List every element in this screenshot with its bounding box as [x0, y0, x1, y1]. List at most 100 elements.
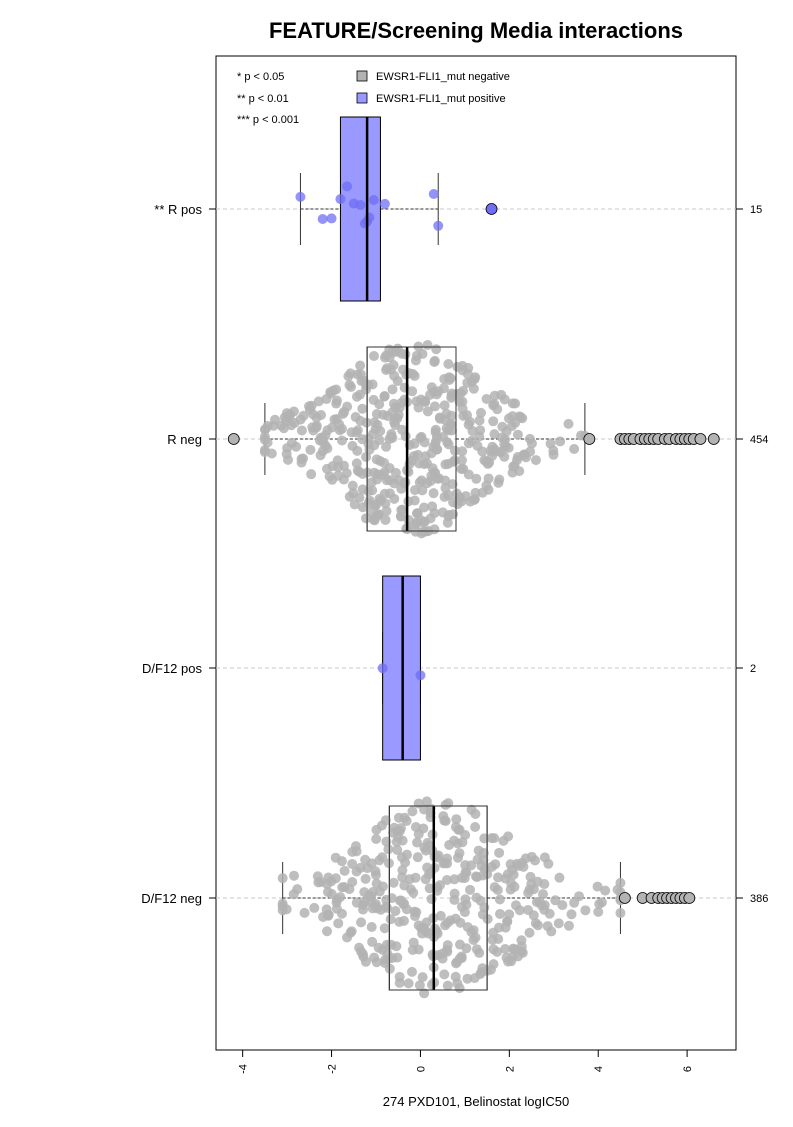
data-point — [499, 451, 510, 462]
data-point — [400, 857, 411, 868]
data-point — [313, 396, 324, 407]
data-point — [526, 879, 537, 890]
data-point — [493, 477, 504, 488]
data-point — [411, 517, 422, 528]
data-point — [370, 500, 381, 511]
data-point — [289, 870, 300, 881]
data-point — [439, 400, 450, 411]
data-point — [486, 833, 497, 844]
count-label: 454 — [750, 434, 768, 446]
y-tick-label: D/F12 neg — [141, 891, 202, 906]
data-point — [409, 495, 420, 506]
data-point — [470, 808, 481, 819]
outlier-point — [707, 433, 720, 445]
data-point — [460, 867, 471, 878]
outlier-point — [683, 892, 696, 904]
data-point — [417, 485, 428, 496]
data-point — [259, 424, 270, 435]
plot-frame — [215, 55, 737, 1051]
data-point — [268, 420, 279, 431]
outlier-point — [583, 433, 596, 445]
data-point — [489, 429, 500, 440]
data-point — [487, 934, 498, 945]
data-point — [387, 407, 398, 418]
data-point — [308, 409, 319, 420]
data-point — [369, 952, 380, 963]
data-point — [427, 845, 438, 856]
legend: * p < 0.05 ** p < 0.01 *** p < 0.001 EWS… — [237, 70, 510, 126]
data-point — [440, 483, 451, 494]
x-tick-label: 0 — [415, 1066, 427, 1072]
data-point — [554, 872, 565, 883]
data-point — [327, 461, 338, 472]
data-point — [426, 979, 437, 990]
data-point — [415, 670, 426, 681]
data-point — [433, 220, 444, 231]
data-point — [361, 513, 372, 524]
legend-label-positive: EWSR1-FLI1_mut positive — [376, 93, 506, 105]
outlier-point — [618, 892, 631, 904]
data-point — [330, 873, 341, 884]
data-point — [356, 917, 367, 928]
data-point — [475, 425, 486, 436]
data-point — [380, 498, 391, 509]
data-point — [361, 384, 372, 395]
data-point — [427, 501, 438, 512]
legend-significance-2: ** p < 0.01 — [237, 93, 289, 105]
data-point — [462, 973, 473, 984]
data-point — [323, 910, 334, 921]
data-point — [449, 874, 460, 885]
data-point — [397, 872, 408, 883]
count-label: 386 — [750, 893, 768, 905]
data-point — [379, 957, 390, 968]
data-point — [347, 480, 358, 491]
data-point — [445, 418, 456, 429]
data-point — [394, 971, 405, 982]
legend-swatch-positive — [356, 92, 368, 104]
data-point — [398, 915, 409, 926]
data-point — [414, 980, 425, 991]
data-point — [372, 903, 383, 914]
data-point — [451, 488, 462, 499]
data-point — [335, 892, 346, 903]
data-point — [425, 513, 436, 524]
plot-layer: -4 -2 0 2 4 6 ** R pos 15 R neg 454 D/F12 pos 2 D/F1… — [141, 55, 768, 1074]
data-point — [371, 474, 382, 485]
data-point — [421, 458, 432, 469]
data-point — [326, 888, 337, 899]
data-point — [532, 920, 543, 931]
data-point — [339, 865, 350, 876]
data-point — [386, 429, 397, 440]
data-point — [382, 948, 393, 959]
y-tick-label: ** R pos — [154, 202, 202, 217]
data-point — [322, 926, 333, 937]
data-point — [465, 884, 476, 895]
data-point — [288, 406, 299, 417]
data-point — [449, 445, 460, 456]
data-point — [414, 458, 425, 469]
data-point — [295, 191, 306, 202]
data-point — [335, 194, 346, 205]
data-point — [331, 384, 342, 395]
data-point — [341, 468, 352, 479]
data-point — [557, 900, 568, 911]
data-point — [286, 420, 297, 431]
data-point — [488, 944, 499, 955]
data-point — [422, 862, 433, 873]
data-point — [443, 358, 454, 369]
data-point — [471, 944, 482, 955]
data-point — [457, 446, 468, 457]
data-point — [407, 368, 418, 379]
data-point — [368, 350, 379, 361]
data-point — [442, 917, 453, 928]
data-point — [428, 189, 439, 200]
data-point — [259, 447, 270, 458]
data-point — [434, 413, 445, 424]
data-point — [371, 454, 382, 465]
data-point — [563, 920, 574, 931]
data-point — [347, 858, 358, 869]
data-point — [403, 466, 414, 477]
data-point — [412, 449, 423, 460]
data-point — [428, 488, 439, 499]
data-point — [569, 897, 580, 908]
